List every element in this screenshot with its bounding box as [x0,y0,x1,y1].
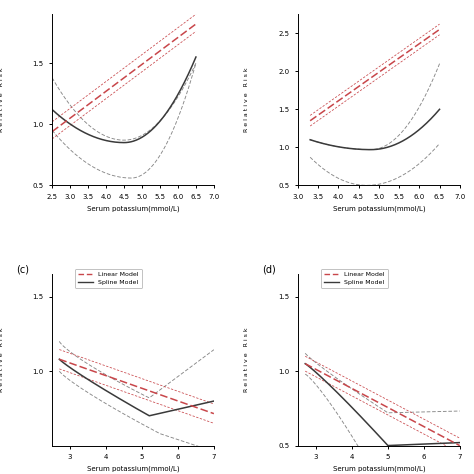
Legend: Linear Model, Spline Model: Linear Model, Spline Model [320,269,388,289]
Text: (d): (d) [263,264,276,274]
Y-axis label: R e l a t i v e   R i s k: R e l a t i v e R i s k [0,328,4,392]
X-axis label: Serum potassium(mmol/L): Serum potassium(mmol/L) [87,205,179,212]
X-axis label: Serum potassium(mmol/L): Serum potassium(mmol/L) [333,465,425,472]
X-axis label: Serum potassium(mmol/L): Serum potassium(mmol/L) [333,205,425,212]
Legend: Linear Model, Spline Model: Linear Model, Spline Model [75,269,142,289]
Y-axis label: R e l a t i v e   R i s k: R e l a t i v e R i s k [0,67,4,132]
X-axis label: Serum potassium(mmol/L): Serum potassium(mmol/L) [87,465,179,472]
Y-axis label: R e l a t i v e   R i s k: R e l a t i v e R i s k [245,67,249,132]
Y-axis label: R e l a t i v e   R i s k: R e l a t i v e R i s k [245,328,249,392]
Text: (c): (c) [17,264,29,274]
